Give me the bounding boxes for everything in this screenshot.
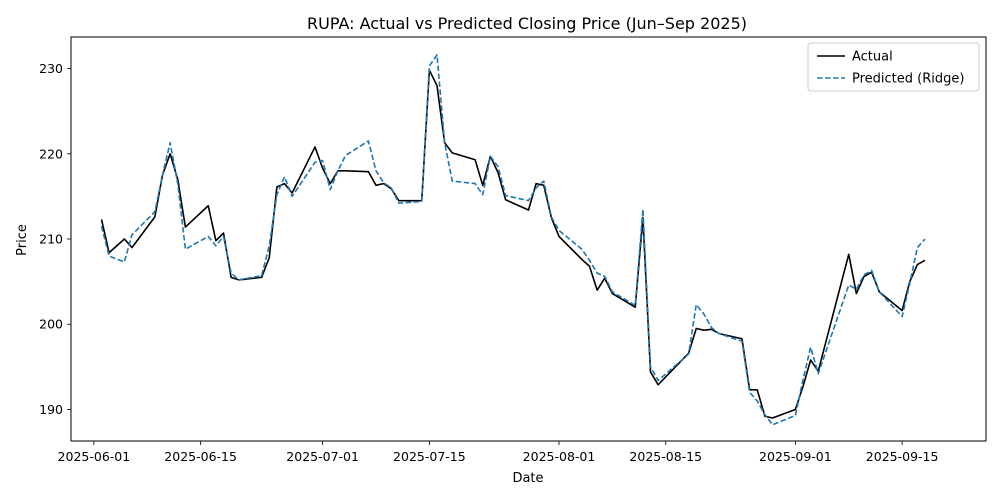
x-tick-label: 2025-06-01 [58, 449, 131, 464]
y-axis-title: Price [15, 224, 30, 256]
plot-frame [70, 36, 987, 442]
legend-box [807, 42, 980, 92]
x-axis-title: Date [512, 471, 543, 486]
x-axis: 2025-06-01 2025-06-15 2025-07-01 2025-07-15… [58, 441, 939, 464]
legend-label-predicted: Predicted (Ridge) [852, 72, 964, 87]
y-tick-label: 210 [39, 232, 63, 247]
x-tick-label: 2025-07-15 [393, 449, 466, 464]
x-tick-label: 2025-08-15 [629, 449, 702, 464]
y-tick-label: 230 [39, 61, 63, 76]
series-line-predicted [100, 54, 926, 426]
x-tick-label: 2025-09-15 [866, 449, 939, 464]
y-tick-label: 190 [39, 402, 63, 417]
y-axis: 190 200 210 220 230 [39, 61, 71, 417]
plot-area [70, 36, 987, 442]
series-line-actual [100, 69, 926, 419]
x-tick-label: 2025-07-01 [286, 449, 359, 464]
chart-title: RUPA: Actual vs Predicted Closing Price … [307, 14, 747, 33]
y-tick-label: 200 [39, 317, 63, 332]
legend-label-actual: Actual [852, 50, 893, 65]
x-tick-label: 2025-09-01 [759, 449, 832, 464]
legend: Actual Predicted (Ridge) [807, 42, 980, 92]
x-tick-label: 2025-08-01 [523, 449, 596, 464]
x-tick-label: 2025-06-15 [164, 449, 237, 464]
y-tick-label: 220 [39, 146, 63, 161]
